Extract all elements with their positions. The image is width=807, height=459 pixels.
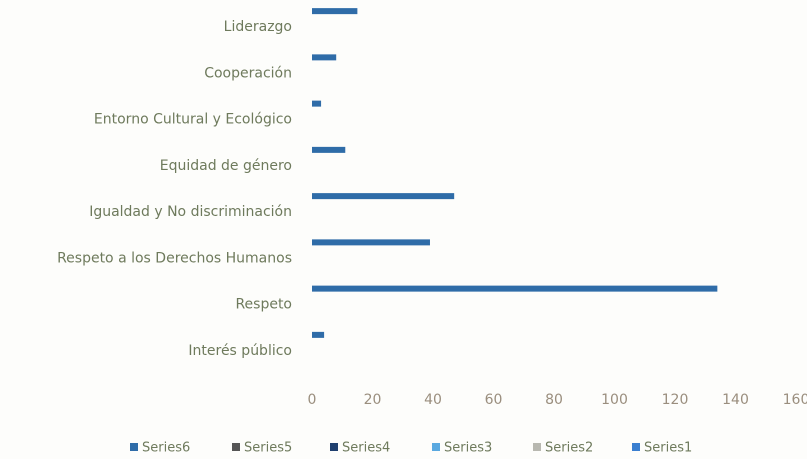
bar xyxy=(312,239,430,246)
y-tick-label: Cooperación xyxy=(204,65,292,81)
x-tick-label: 60 xyxy=(485,392,503,408)
y-tick-label: Liderazgo xyxy=(224,19,292,35)
legend-label: Series5 xyxy=(244,441,292,456)
x-tick-label: 20 xyxy=(364,392,382,408)
bar xyxy=(312,285,718,292)
x-tick-label: 160 xyxy=(783,392,807,408)
legend-label: Series3 xyxy=(444,441,492,456)
legend-swatch xyxy=(632,443,640,451)
bar xyxy=(312,100,322,107)
legend-swatch xyxy=(533,443,541,451)
y-tick-label: Respeto a los Derechos Humanos xyxy=(57,250,292,266)
x-tick-label: 100 xyxy=(601,392,628,408)
x-tick-label: 120 xyxy=(662,392,689,408)
bar xyxy=(312,331,325,338)
x-tick-label: 0 xyxy=(308,392,317,408)
x-tick-label: 140 xyxy=(722,392,749,408)
legend-swatch xyxy=(130,443,138,451)
legend-label: Series6 xyxy=(142,441,190,456)
bar xyxy=(312,146,346,153)
bar xyxy=(312,54,337,61)
legend-swatch xyxy=(330,443,338,451)
y-tick-label: Interés público xyxy=(188,343,292,359)
bar xyxy=(312,8,358,15)
legend-swatch xyxy=(232,443,240,451)
legend-label: Series1 xyxy=(644,441,692,456)
y-tick-label: Igualdad y No discriminación xyxy=(89,204,292,220)
legend-label: Series4 xyxy=(342,441,390,456)
y-tick-label: Equidad de género xyxy=(160,158,292,174)
legend-label: Series2 xyxy=(545,441,593,456)
y-tick-label: Respeto xyxy=(235,297,292,313)
bar xyxy=(312,193,455,200)
y-tick-label: Entorno Cultural y Ecológico xyxy=(94,112,292,128)
x-tick-label: 80 xyxy=(545,392,563,408)
legend-swatch xyxy=(432,443,440,451)
x-tick-label: 40 xyxy=(424,392,442,408)
